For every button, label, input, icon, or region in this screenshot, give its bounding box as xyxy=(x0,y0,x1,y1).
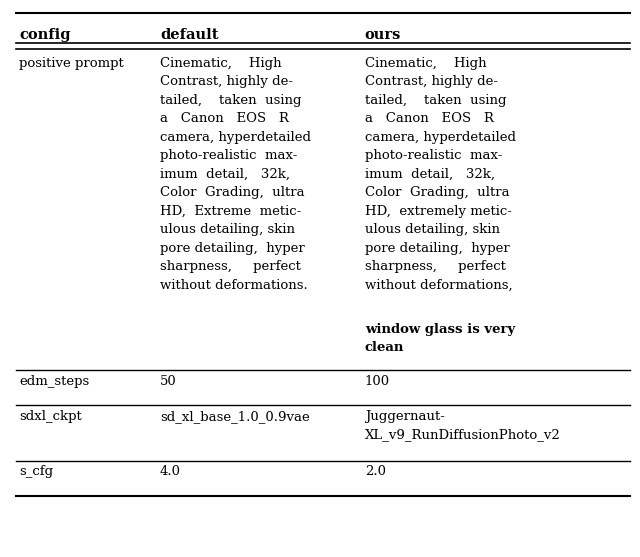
Text: 100: 100 xyxy=(365,375,390,388)
Text: positive prompt: positive prompt xyxy=(19,57,124,70)
Text: sdxl_ckpt: sdxl_ckpt xyxy=(19,409,82,423)
Text: config: config xyxy=(19,28,70,42)
Text: ours: ours xyxy=(365,28,401,42)
Text: sd_xl_base_1.0_0.9vae: sd_xl_base_1.0_0.9vae xyxy=(160,409,310,423)
Text: edm_steps: edm_steps xyxy=(19,375,90,388)
Text: Cinematic,    High
Contrast, highly de-
tailed,    taken  using
a   Canon   EOS : Cinematic, High Contrast, highly de- tai… xyxy=(365,57,516,292)
Text: Juggernaut-
XL_v9_RunDiffusionPhoto_v2: Juggernaut- XL_v9_RunDiffusionPhoto_v2 xyxy=(365,409,561,441)
Text: 4.0: 4.0 xyxy=(160,465,181,478)
Text: default: default xyxy=(160,28,218,42)
Text: 2.0: 2.0 xyxy=(365,465,386,478)
Text: s_cfg: s_cfg xyxy=(19,465,53,478)
Text: 50: 50 xyxy=(160,375,177,388)
Text: Cinematic,    High
Contrast, highly de-
tailed,    taken  using
a   Canon   EOS : Cinematic, High Contrast, highly de- tai… xyxy=(160,57,311,292)
Text: window glass is very
clean: window glass is very clean xyxy=(365,323,515,354)
